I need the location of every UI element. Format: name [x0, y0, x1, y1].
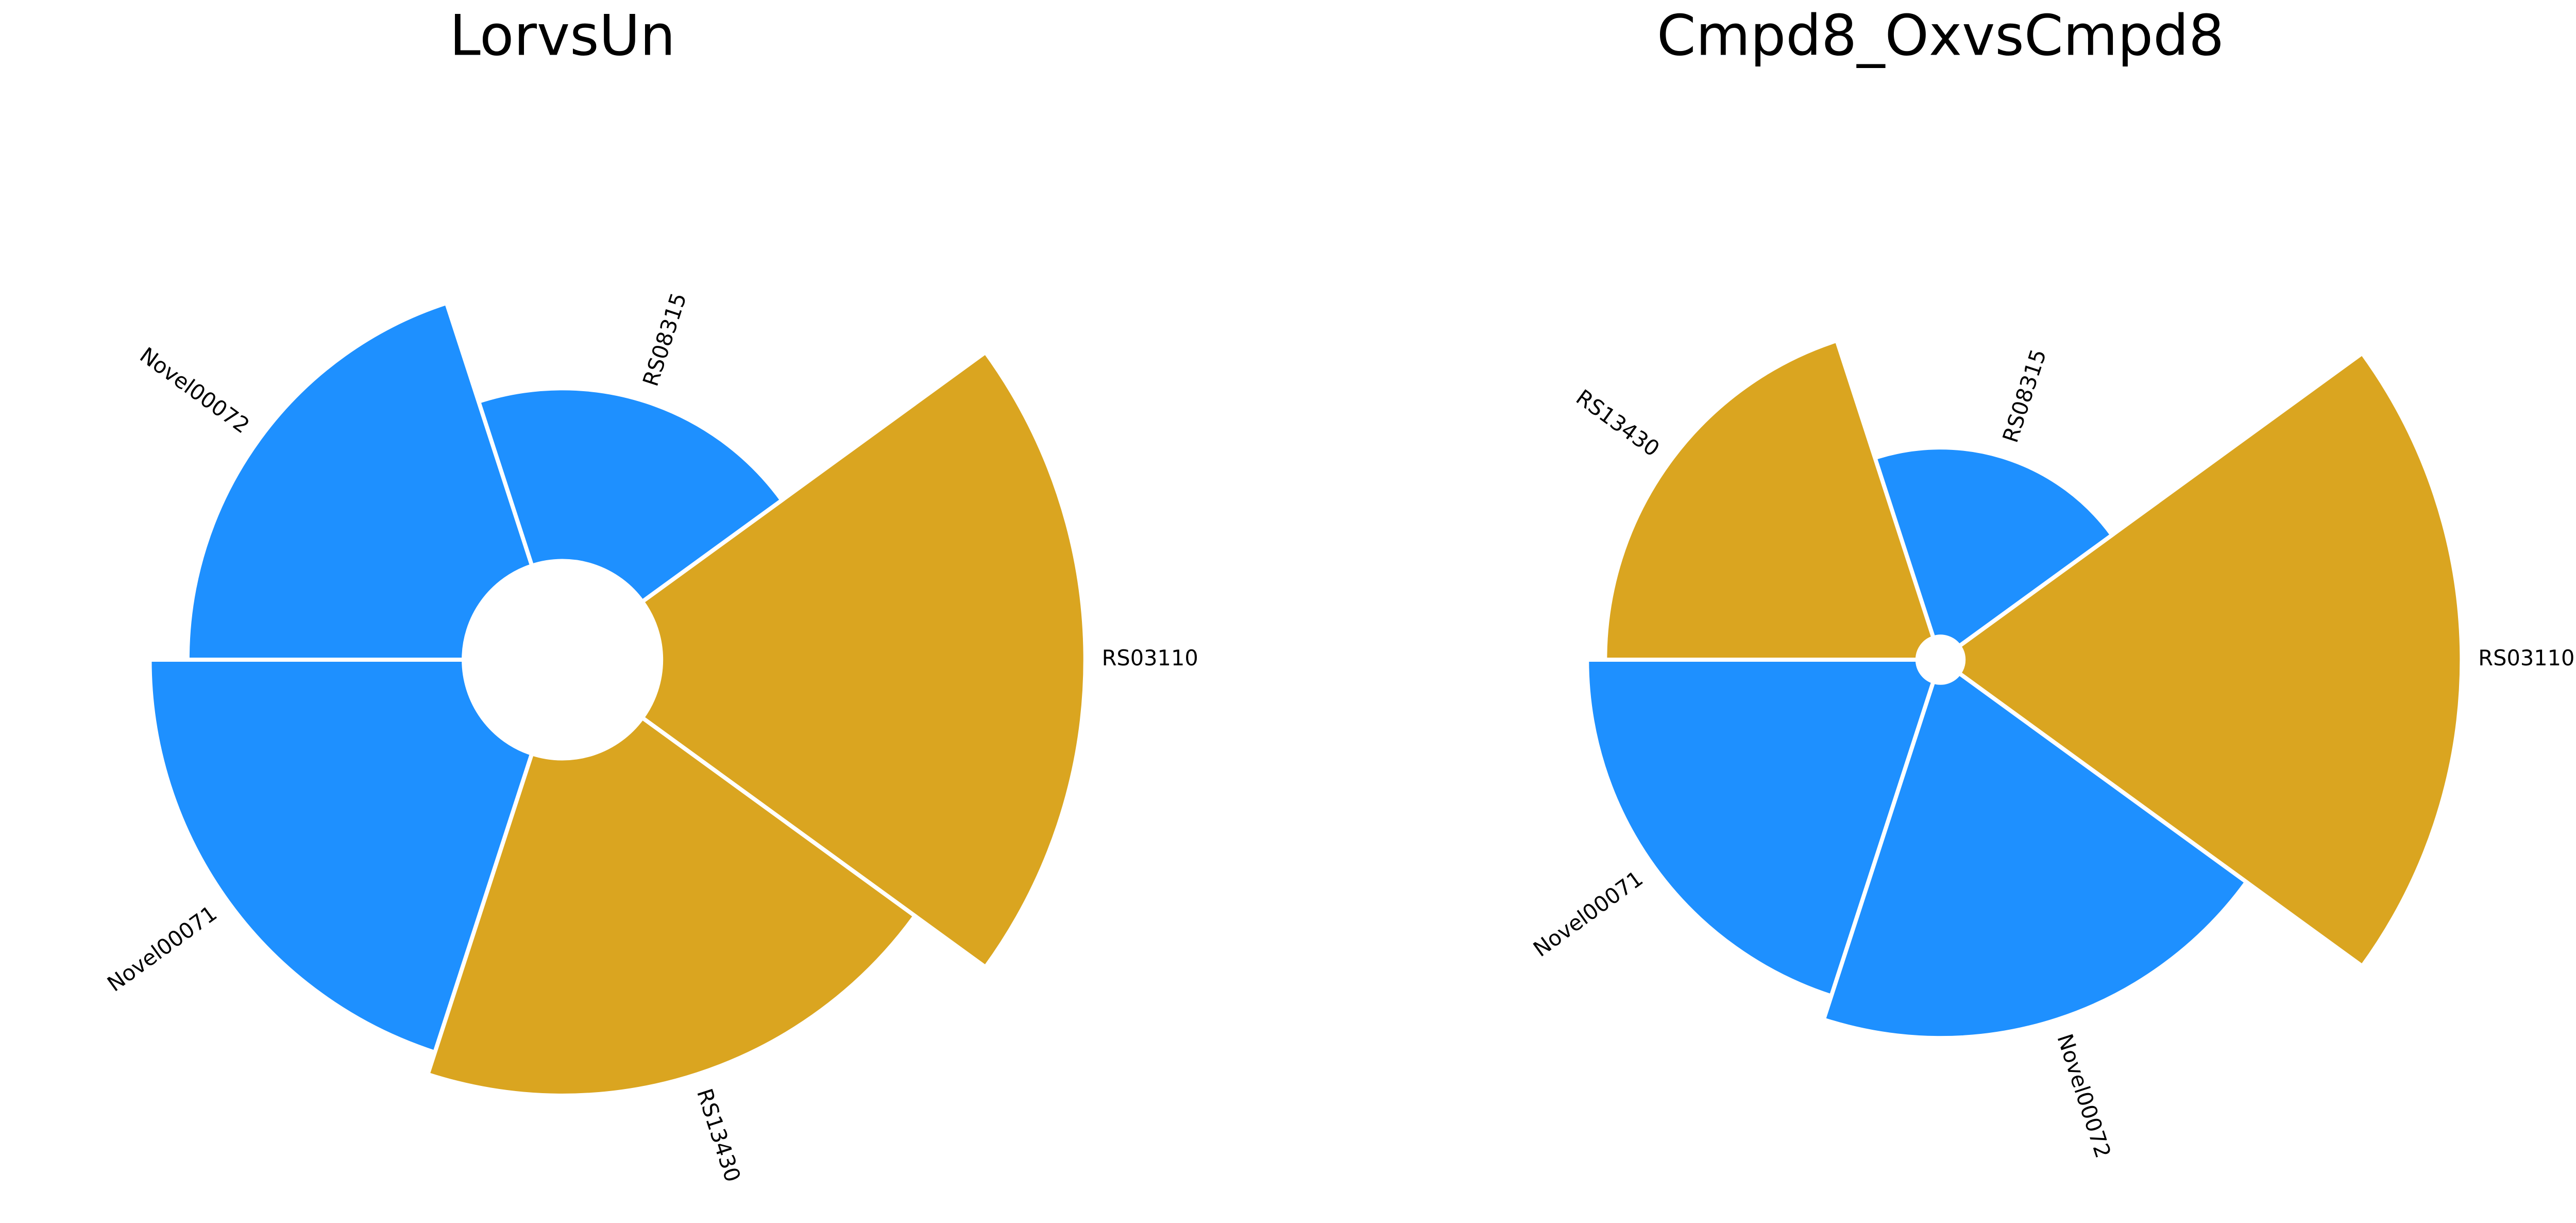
- category-label: Novel00072: [135, 342, 254, 439]
- chart-title: Cmpd8_OxvsCmpd8: [1657, 3, 2224, 68]
- category-label: Novel00071: [103, 900, 222, 997]
- bar: [1585, 658, 1936, 999]
- category-label: Novel00071: [1529, 866, 1648, 962]
- bar: [1603, 338, 1936, 662]
- category-label: RS03110: [1102, 645, 1198, 671]
- category-label: RS08315: [1997, 346, 2051, 445]
- bar: [425, 715, 918, 1098]
- bar: [1872, 445, 2115, 649]
- bar: [147, 658, 535, 1056]
- category-label: RS03110: [2478, 645, 2574, 671]
- category-label: RS13430: [1571, 384, 1664, 462]
- bar: [476, 386, 785, 605]
- bar: [185, 300, 535, 662]
- bar: [1956, 350, 2464, 969]
- category-label: Novel00072: [2052, 1031, 2116, 1161]
- chart-title: LorvsUn: [449, 3, 675, 68]
- category-label: RS08315: [638, 290, 691, 389]
- bar: [639, 349, 1088, 970]
- category-label: RS13430: [692, 1085, 745, 1185]
- bar: [1821, 670, 2250, 1041]
